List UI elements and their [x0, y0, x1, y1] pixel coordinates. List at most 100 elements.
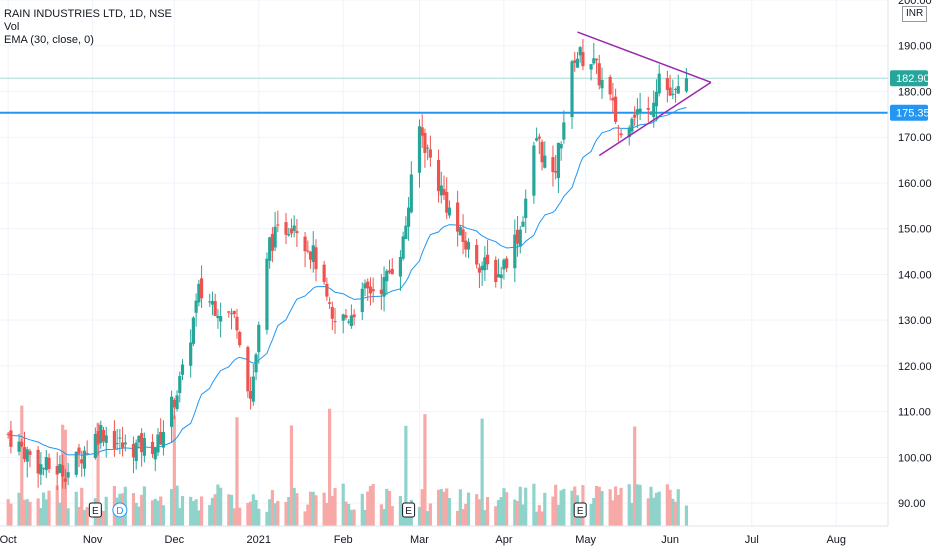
candle [120, 426, 125, 457]
candle [458, 224, 462, 236]
volume-bar [494, 506, 498, 526]
y-tick-label: 120.00 [898, 361, 932, 373]
candle [276, 210, 280, 233]
candle-body [428, 149, 432, 158]
volume-bar [22, 499, 27, 526]
candle-body [120, 442, 125, 448]
volume-bar [540, 511, 544, 526]
legend-ema[interactable]: EMA (30, close, 0) [4, 34, 94, 46]
candle-body [153, 447, 157, 460]
volume-bar [616, 494, 620, 526]
volume-bar [475, 494, 479, 526]
price-axis[interactable]: 90.00 100.00 110.00 120.00 130.00 140.00 150.0… [887, 0, 932, 550]
candle-body [134, 442, 138, 462]
candle-body [142, 438, 146, 456]
volume-bar [289, 425, 294, 526]
candle-body [137, 435, 141, 443]
volume-bar [668, 489, 672, 526]
candle-body [227, 311, 231, 313]
candle-body [189, 342, 193, 366]
candle-body [614, 96, 618, 122]
candle-body [115, 443, 119, 445]
candle-body [123, 442, 127, 445]
candle-body [379, 289, 383, 295]
candle-body [570, 61, 574, 118]
price-label-text: 175.35 [896, 108, 930, 120]
volume-bar [39, 507, 43, 526]
volume-bar [633, 426, 637, 526]
candle-body [633, 114, 637, 118]
candle [189, 329, 193, 378]
candle [360, 282, 364, 321]
currency-badge[interactable]: INR [902, 6, 928, 22]
candle [445, 177, 449, 220]
volume-bar [161, 505, 166, 526]
candle [635, 97, 639, 128]
candle [581, 38, 585, 71]
volume-bar [404, 425, 408, 526]
candle [292, 215, 296, 238]
candle [63, 468, 67, 489]
candle [44, 450, 48, 479]
candle-body [368, 286, 373, 294]
candle [36, 446, 40, 488]
candle [314, 239, 318, 282]
candle-body [575, 58, 580, 68]
candle-body [398, 256, 403, 277]
candle [409, 161, 413, 214]
candle [401, 231, 405, 261]
volume-bar [172, 415, 176, 526]
candle-body [366, 281, 370, 289]
time-axis[interactable]: Oct Nov Dec 2021 Feb Mar Apr May Jun Jul Aug [0, 525, 888, 546]
candle [232, 310, 236, 318]
volume-bar [379, 504, 383, 526]
volume-bar [349, 509, 353, 526]
candle [494, 256, 498, 288]
candle [502, 258, 506, 280]
triangle-pattern[interactable] [577, 31, 712, 157]
volume-bar [104, 496, 108, 526]
candle-body [325, 283, 329, 297]
candle [325, 277, 329, 301]
candle-body [44, 457, 48, 471]
candle [657, 64, 661, 97]
legend-symbol[interactable]: RAIN INDUSTRIES LTD, 1D, NSE [4, 8, 172, 20]
volume-bars [6, 405, 689, 526]
volume-bar [363, 509, 367, 526]
candle-body [671, 93, 675, 96]
candle [352, 309, 356, 326]
volume-bar [153, 498, 157, 526]
legend-volume[interactable]: Vol [4, 21, 20, 33]
volume-bar [134, 502, 138, 526]
candle-body [420, 127, 424, 136]
volume-bar [17, 492, 21, 526]
candle [654, 79, 659, 122]
volume-bar [466, 492, 471, 526]
candle-body [118, 437, 122, 439]
candle [562, 110, 566, 144]
candle-body [496, 274, 501, 278]
volume-bar [251, 494, 255, 526]
candle-body [41, 468, 46, 470]
volume-bar [344, 501, 348, 526]
candle-body [314, 247, 318, 270]
candle [303, 231, 307, 268]
candle [161, 420, 166, 456]
candle-body [559, 143, 563, 149]
volume-bar [308, 491, 313, 526]
candle-body [58, 464, 62, 473]
candle [592, 42, 596, 66]
candle [594, 58, 599, 74]
volume-bar [254, 499, 258, 526]
candle-body [554, 170, 558, 173]
candle-body [85, 452, 89, 454]
volume-bar [627, 484, 631, 526]
candle [156, 428, 160, 457]
candle [382, 266, 386, 312]
volume-bar [249, 501, 253, 526]
volume-bar [684, 505, 689, 526]
candle-body [556, 142, 560, 178]
x-tick-label: Oct [0, 534, 17, 546]
